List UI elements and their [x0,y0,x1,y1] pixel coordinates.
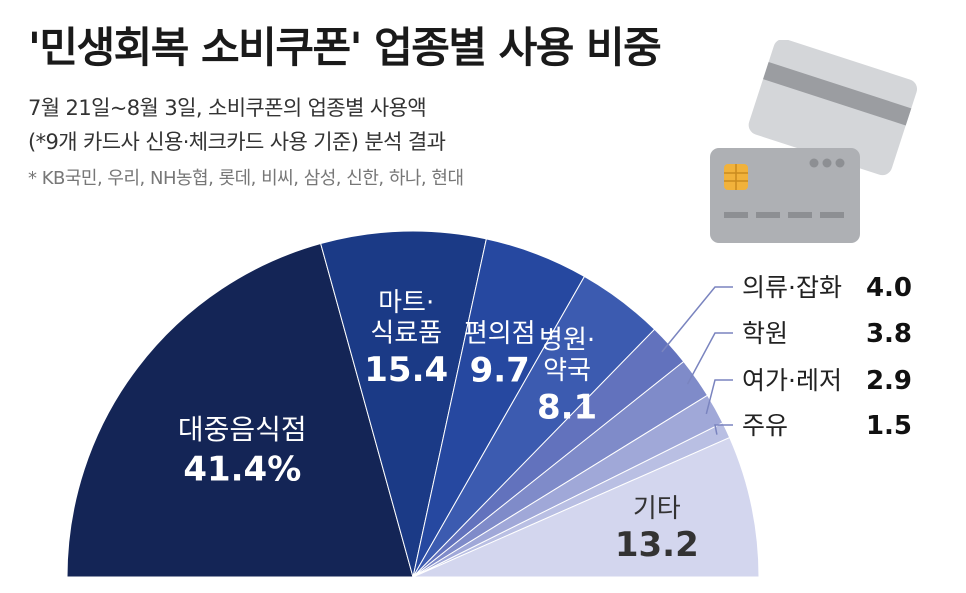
chart-subtitle-line2: (*9개 카드사 신용·체크카드 사용 기준) 분석 결과 [28,130,446,154]
slice-value-의류-잡화: 4.0 [866,273,912,303]
slice-label-병원-약국-2: 약국 [543,356,591,386]
slice-value-병원-약국: 8.1 [537,387,597,427]
slice-label-마트-식료품-2: 식료품 [370,319,442,349]
slice-value-여가-레저: 2.9 [866,366,912,396]
slice-value-대중음식점: 41.4% [183,450,301,490]
slice-label-기타: 기타 [633,494,681,524]
leader-line-여가-레저 [705,379,733,415]
slice-label-대중음식점: 대중음식점 [178,413,307,446]
chart-title: '민생회복 소비쿠폰' 업종별 사용 비중 [28,23,662,72]
slice-label-여가-레저: 여가·레저 [742,366,842,395]
slice-label-의류-잡화: 의류·잡화 [742,273,842,302]
slice-value-편의점: 9.7 [470,350,530,390]
leader-line-주유 [714,424,733,435]
chart-subtitle-line1: 7월 21일~8월 3일, 소비쿠폰의 업종별 사용액 [28,96,427,120]
leader-line-의류-잡화 [661,286,733,353]
slice-마트-식료품 [320,230,487,578]
chart-footnote: * KB국민, 우리, NH농협, 롯데, 비씨, 삼성, 신한, 하나, 현대 [28,168,464,189]
slice-value-기타: 13.2 [615,525,699,565]
credit-card-icon [710,40,918,243]
leader-line-학원 [686,332,733,385]
slice-value-마트-식료품: 15.4 [364,350,448,390]
slice-label-병원-약국-1: 병원· [539,326,595,356]
slice-label-마트-식료품-1: 마트· [378,288,434,318]
slice-value-학원: 3.8 [866,319,912,349]
slice-label-주유: 주유 [742,411,788,440]
slice-value-주유: 1.5 [866,411,912,441]
slice-label-학원: 학원 [742,319,788,348]
slice-대중음식점 [66,242,414,578]
slice-label-편의점: 편의점 [464,319,536,349]
slice-기타 [412,436,760,578]
